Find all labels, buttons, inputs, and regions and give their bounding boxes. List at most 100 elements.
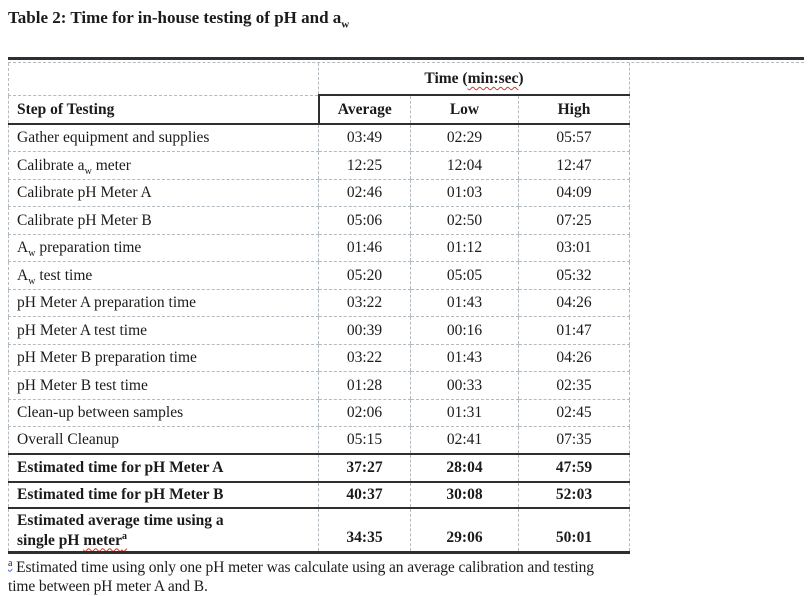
- low-cell: 02:50: [410, 206, 519, 235]
- data-table: Time (min:sec) Step of Testing Average L…: [8, 63, 630, 554]
- high-cell: 50:01: [518, 508, 630, 554]
- step-cell: Calibrate aw meter: [8, 151, 319, 180]
- step-cell: pH Meter B test time: [8, 371, 319, 400]
- spellcheck-flagged-text: min:sec: [467, 69, 519, 87]
- table-title-text: Table 2: Time for in-house testing of pH…: [8, 8, 342, 27]
- low-cell: 02:29: [410, 124, 519, 153]
- average-cell: 37:27: [318, 454, 411, 484]
- summary-label-cell: Estimated average time using a single pH…: [8, 508, 319, 554]
- average-cell: 34:35: [318, 508, 411, 554]
- average-cell: 01:28: [318, 371, 411, 400]
- empty-header-cell: [8, 63, 319, 96]
- high-cell: 52:03: [518, 482, 630, 510]
- summary-label-line1: Estimated average time using a: [17, 511, 224, 529]
- average-cell: 02:06: [318, 399, 411, 428]
- high-cell: 07:35: [518, 426, 630, 456]
- average-cell: 02:46: [318, 179, 411, 208]
- summary-label-cell: Estimated time for pH Meter B: [8, 482, 319, 510]
- step-text: Calibrate pH Meter B: [17, 211, 152, 229]
- title-subscript-w: w: [341, 18, 350, 31]
- step-text: pH Meter B test time: [17, 376, 148, 394]
- table-row: Gather equipment and supplies 03:49 02:2…: [8, 124, 630, 153]
- average-cell: 03:49: [318, 124, 411, 153]
- high-cell: 12:47: [518, 151, 630, 180]
- step-cell: Aw test time: [8, 261, 319, 290]
- high-cell: 02:45: [518, 399, 630, 428]
- step-text: Calibrate pH Meter A: [17, 184, 152, 202]
- average-cell: 01:46: [318, 234, 411, 263]
- footnote: a Estimated time using only one pH meter…: [8, 558, 800, 596]
- step-cell: Calibrate pH Meter A: [8, 179, 319, 208]
- low-cell: 02:41: [410, 426, 519, 456]
- table-row: pH Meter A preparation time 03:22 01:43 …: [8, 289, 630, 318]
- step-cell: Calibrate pH Meter B: [8, 206, 319, 235]
- step-cell: pH Meter A test time: [8, 316, 319, 345]
- subscript-w: w: [28, 275, 36, 287]
- low-cell: 00:16: [410, 316, 519, 345]
- table-top-rule: [8, 57, 804, 64]
- step-cell: Clean-up between samples: [8, 399, 319, 428]
- high-cell: 02:35: [518, 371, 630, 400]
- low-cell: 01:31: [410, 399, 519, 428]
- low-cell: 30:08: [410, 482, 519, 510]
- step-text: pH Meter A preparation time: [17, 294, 197, 312]
- table-row: Calibrate pH Meter A 02:46 01:03 04:09: [8, 179, 630, 208]
- table-row: Calibrate pH Meter B 05:06 02:50 07:25: [8, 206, 630, 235]
- step-cell: pH Meter A preparation time: [8, 289, 319, 318]
- average-cell: 05:20: [318, 261, 411, 290]
- step-cell: Overall Cleanup: [8, 426, 319, 456]
- group-header-row: Time (min:sec): [8, 63, 630, 97]
- average-cell: 03:22: [318, 289, 411, 318]
- step-text: A: [17, 239, 29, 257]
- flagged-word: meter: [83, 531, 123, 549]
- subscript-w: w: [28, 248, 36, 260]
- col-header-high: High: [518, 95, 630, 126]
- table-title: Table 2: Time for in-house testing of pH…: [0, 0, 808, 35]
- table-row: Clean-up between samples 02:06 01:31 02:…: [8, 399, 630, 428]
- step-cell: Gather equipment and supplies: [8, 124, 319, 153]
- col-header-step: Step of Testing: [8, 95, 319, 126]
- table-row: pH Meter B test time 01:28 00:33 02:35: [8, 371, 630, 400]
- table-row: Overall Cleanup 05:15 02:41 07:35: [8, 426, 630, 456]
- step-text-cont: meter: [91, 156, 131, 174]
- average-cell: 00:39: [318, 316, 411, 345]
- summary-label-line2-text: single pH: [17, 531, 84, 549]
- time-header-text: Time (: [424, 69, 468, 87]
- high-cell: 03:01: [518, 234, 630, 263]
- average-cell: 40:37: [318, 482, 411, 510]
- step-text-cont: preparation time: [35, 239, 142, 257]
- column-header-row: Step of Testing Average Low High: [8, 95, 630, 126]
- spellcheck-flagged-text: metera: [83, 531, 127, 549]
- summary-row: Estimated time for pH Meter B 40:37 30:0…: [8, 482, 630, 510]
- step-text: Calibrate a: [17, 156, 85, 174]
- subscript-w: w: [84, 165, 92, 177]
- time-group-header-cell: Time (min:sec): [318, 63, 630, 97]
- low-cell: 05:05: [410, 261, 519, 290]
- high-cell: 05:32: [518, 261, 630, 290]
- col-header-low: Low: [410, 95, 519, 126]
- step-text: pH Meter A test time: [17, 321, 148, 339]
- high-cell: 07:25: [518, 206, 630, 235]
- average-cell: 12:25: [318, 151, 411, 180]
- summary-label-cell: Estimated time for pH Meter A: [8, 454, 319, 484]
- high-cell: 01:47: [518, 316, 630, 345]
- low-cell: 00:33: [410, 371, 519, 400]
- col-header-average: Average: [317, 95, 411, 126]
- average-cell: 05:06: [318, 206, 411, 235]
- footnote-line2: time between pH meter A and B.: [8, 577, 208, 595]
- high-cell: 04:26: [518, 344, 630, 373]
- footnote-text: Estimated time using only one pH meter w…: [12, 558, 594, 576]
- summary-row: Estimated time for pH Meter A 37:27 28:0…: [8, 454, 630, 484]
- time-header-text-close: ): [518, 69, 524, 87]
- average-cell: 03:22: [318, 344, 411, 373]
- high-cell: 04:09: [518, 179, 630, 208]
- low-cell: 01:43: [410, 289, 519, 318]
- table-row: Calibrate aw meter 12:25 12:04 12:47: [8, 151, 630, 180]
- high-cell: 04:26: [518, 289, 630, 318]
- low-cell: 01:43: [410, 344, 519, 373]
- step-cell: pH Meter B preparation time: [8, 344, 319, 373]
- table-row: Aw preparation time 01:46 01:12 03:01: [8, 234, 630, 263]
- low-cell: 28:04: [410, 454, 519, 484]
- low-cell: 01:03: [410, 179, 519, 208]
- step-text: Gather equipment and supplies: [17, 129, 210, 147]
